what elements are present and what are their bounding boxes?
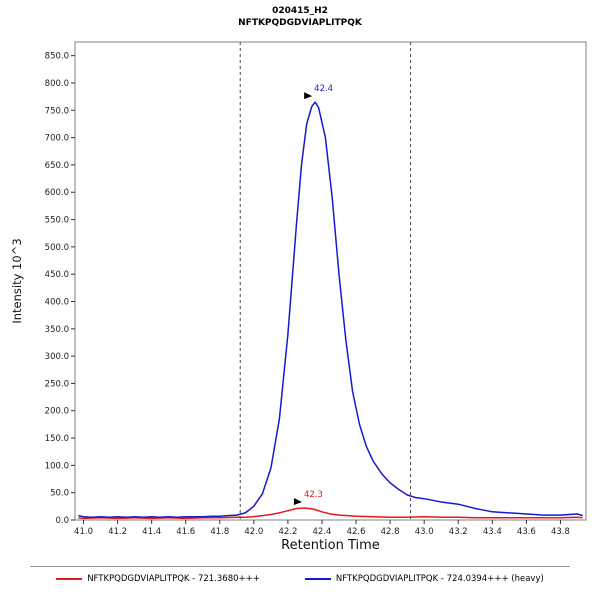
y-tick-label: 0.0 [55,516,69,526]
peak-pointer-icon [304,92,313,100]
y-tick-label: 250.0 [45,379,69,389]
y-tick-label: 850.0 [45,52,69,62]
chart-subtitle-peptide: NFTKPQDGDVIAPLITPQK [238,18,362,28]
legend-label-light: NFTKPQDGDVIAPLITPQK - 721.3680+++ [87,574,260,584]
x-tick-label: 41.4 [142,527,161,537]
x-tick-label: 43.4 [483,527,502,537]
y-tick-label: 600.0 [45,188,69,198]
y-tick-label: 650.0 [45,161,69,171]
legend-line-swatch-light-icon [56,578,83,580]
chromatogram-trace-light[interactable] [78,507,583,520]
y-tick-label: 750.0 [45,106,69,116]
chart-header: 020415_H2 NFTKPQDGDVIAPLITPQK [0,5,600,29]
y-axis-ticks: 0.0 50.0 100.0 150.0 200.0 250.0 300.0 350.0 400… [45,52,75,526]
chromatogram-plot[interactable]: 41.0 41.2 41.4 41.6 41.8 42.0 42.2 42.4 42.6 42.8… [0,26,600,538]
y-tick-label: 200.0 [45,407,69,417]
peak-rt-label: 42.4 [314,84,333,94]
x-tick-label: 43.8 [551,527,570,537]
x-tick-label: 42.0 [244,527,263,537]
x-tick-label: 43.6 [517,527,536,537]
y-tick-label: 550.0 [45,216,69,226]
peak-pointer-icon [293,497,302,505]
x-axis-label: Retention Time [281,538,380,553]
plot-frame [74,41,587,521]
y-tick-label: 100.0 [45,461,69,471]
chart-title: 020415_H2 [272,6,328,16]
legend: NFTKPQDGDVIAPLITPQK - 721.3680+++ NFTKPQ… [30,566,570,584]
chromatogram-trace-heavy[interactable] [78,101,583,519]
x-tick-label: 43.2 [449,527,468,537]
y-tick-label: 150.0 [45,434,69,444]
y-tick-label: 50.0 [50,489,69,499]
peak-rt-label: 42.3 [304,490,323,500]
legend-item-light[interactable]: NFTKPQDGDVIAPLITPQK - 721.3680+++ [56,574,260,584]
x-tick-label: 41.2 [108,527,127,537]
legend-item-heavy[interactable]: NFTKPQDGDVIAPLITPQK - 724.0394+++ (heavy… [304,574,544,584]
legend-line-swatch-heavy-icon [304,578,331,580]
x-tick-label: 43.0 [415,527,434,537]
x-tick-label: 41.6 [176,527,195,537]
x-tick-label: 41.8 [210,527,229,537]
y-tick-label: 500.0 [45,243,69,253]
x-tick-label: 42.8 [381,527,400,537]
y-tick-label: 700.0 [45,134,69,144]
x-tick-label: 41.0 [74,527,93,537]
x-tick-label: 42.6 [347,527,366,537]
x-tick-label: 42.4 [313,527,332,537]
y-tick-label: 800.0 [45,79,69,89]
y-tick-label: 300.0 [45,352,69,362]
x-tick-label: 42.2 [278,527,297,537]
y-tick-label: 450.0 [45,270,69,280]
legend-label-heavy: NFTKPQDGDVIAPLITPQK - 724.0394+++ (heavy… [335,574,544,584]
y-tick-label: 400.0 [45,297,69,307]
y-tick-label: 350.0 [45,325,69,335]
x-axis-ticks: 41.0 41.2 41.4 41.6 41.8 42.0 42.2 42.4 42.6 42.8… [74,520,570,537]
